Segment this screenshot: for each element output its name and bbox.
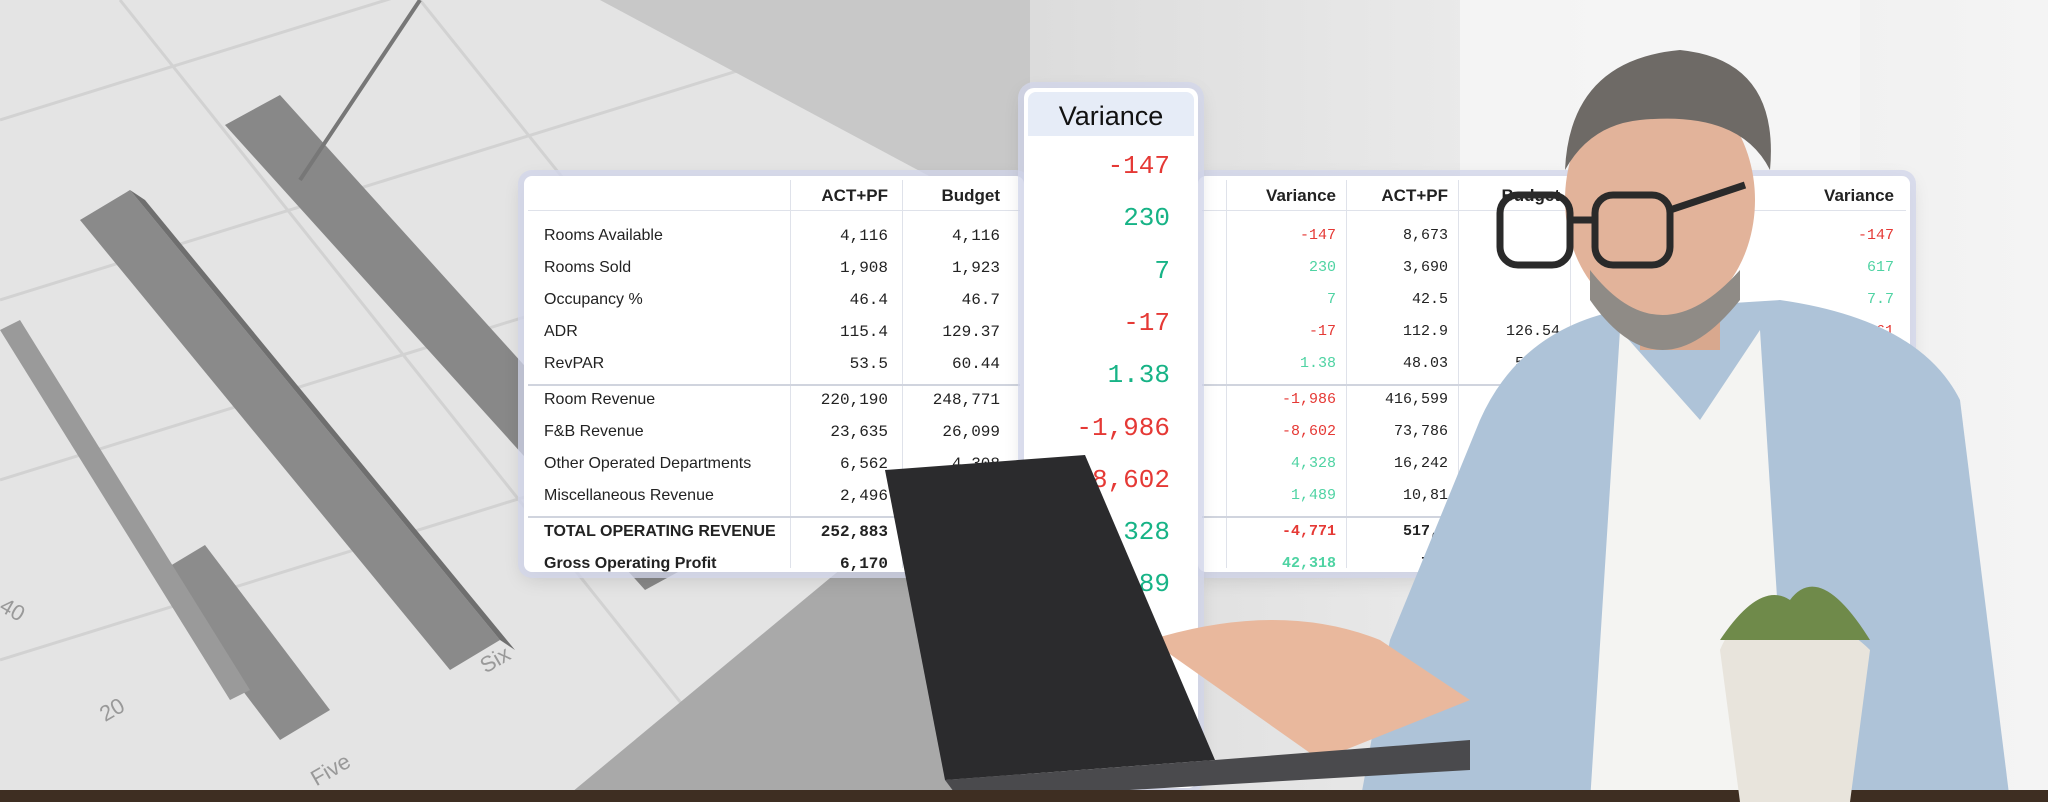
table-cell: 8,673 <box>1402 227 1448 244</box>
row-label: RevPAR <box>544 355 605 372</box>
row-label: F&B Revenue <box>544 423 644 440</box>
table-cell: 6,562 <box>839 455 888 473</box>
row-label: Rooms Available <box>544 227 663 244</box>
table-cell: 617 <box>1866 259 1894 276</box>
table-cell: 26,099 <box>942 423 1000 441</box>
column-header: Budget <box>941 186 1000 205</box>
table-cell: -1,986 <box>1281 391 1336 408</box>
table-cell: 1,923 <box>951 259 1000 277</box>
row-label: Gross Operating Profit <box>544 555 717 572</box>
table-cell: 42.5 <box>1411 291 1448 308</box>
column-divider <box>1226 180 1227 568</box>
row-label: Other Operated Departments <box>544 455 752 472</box>
table-cell: 46.7 <box>961 291 1000 309</box>
table-cell: 60.44 <box>951 355 1000 373</box>
table-cell: 230 <box>1308 259 1336 276</box>
column-divider <box>790 180 791 568</box>
table-cell: 4,116 <box>839 227 888 245</box>
table-cell: 23,635 <box>830 423 888 441</box>
table-cell: 126.54 <box>1505 323 1560 340</box>
table-cell: -8,602 <box>1281 423 1336 440</box>
variance-value: -147 <box>1107 151 1170 181</box>
column-header: Variance <box>1266 186 1336 205</box>
table-cell: 53.5 <box>849 355 888 373</box>
row-label: TOTAL OPERATING REVENUE <box>544 523 776 540</box>
table-cell: 416,599 <box>1384 391 1448 408</box>
table-cell: 10,81 <box>1402 487 1448 504</box>
table-cell: 1.38 <box>1299 355 1336 372</box>
column-header: ACT+PF <box>1381 186 1448 205</box>
table-cell: 252,883 <box>820 523 888 541</box>
column-divider <box>1346 180 1347 568</box>
table-cell: 6,170 <box>839 555 888 573</box>
table-cell: 46.4 <box>849 291 888 309</box>
row-label: ADR <box>544 323 578 340</box>
popup-header <box>1028 92 1194 136</box>
variance-value: 7 <box>1154 255 1170 286</box>
table-cell: -4,771 <box>1281 523 1336 540</box>
variance-value: 230 <box>1123 203 1170 234</box>
table-cell: 7 <box>1326 291 1336 308</box>
table-cell: 1,489 <box>1290 487 1336 504</box>
group-divider <box>528 516 1020 518</box>
table-cell: 7.7 <box>1866 291 1894 308</box>
column-header: Variance <box>1824 186 1894 205</box>
table-cell: 2,496 <box>839 487 888 505</box>
header-divider <box>528 210 1020 211</box>
header-divider <box>1202 210 1906 211</box>
data-table: ACT+PF Budget Rooms Available 4,116 4,116 Roo… <box>524 176 1024 573</box>
variance-value: 1.38 <box>1107 360 1170 391</box>
popup-title: Variance <box>1058 101 1164 131</box>
table-cell: 4,116 <box>951 227 1000 245</box>
table-cell: 3,690 <box>1402 259 1448 276</box>
row-label: Miscellaneous Revenue <box>544 487 714 504</box>
table-cell: -147 <box>1299 227 1336 244</box>
table-cell: -147 <box>1857 227 1894 244</box>
variance-value: -1,986 <box>1076 412 1170 443</box>
column-header: ACT+PF <box>821 186 888 205</box>
table-cell: 16,242 <box>1393 455 1448 472</box>
row-label: Occupancy % <box>544 291 643 308</box>
table-cell: 115.4 <box>839 323 888 341</box>
column-divider <box>902 180 903 568</box>
table-cell: 112.9 <box>1402 323 1448 340</box>
column-divider <box>1458 180 1459 568</box>
table-cell: 220,190 <box>820 391 888 409</box>
group-divider <box>528 384 1020 386</box>
row-label: Rooms Sold <box>544 259 632 276</box>
table-cell: 248,771 <box>932 391 1000 409</box>
table-cell: 4,328 <box>1290 455 1336 472</box>
table-cell: 1,908 <box>839 259 888 277</box>
table-cell: 73,786 <box>1393 423 1448 440</box>
row-label: Room Revenue <box>544 391 656 408</box>
table-cell: 129.37 <box>942 323 1000 341</box>
table-cell: 42,318 <box>1281 555 1336 572</box>
variance-value: -17 <box>1123 307 1170 338</box>
table-cell: -17 <box>1308 323 1336 340</box>
table-cell: 48.03 <box>1402 355 1448 372</box>
